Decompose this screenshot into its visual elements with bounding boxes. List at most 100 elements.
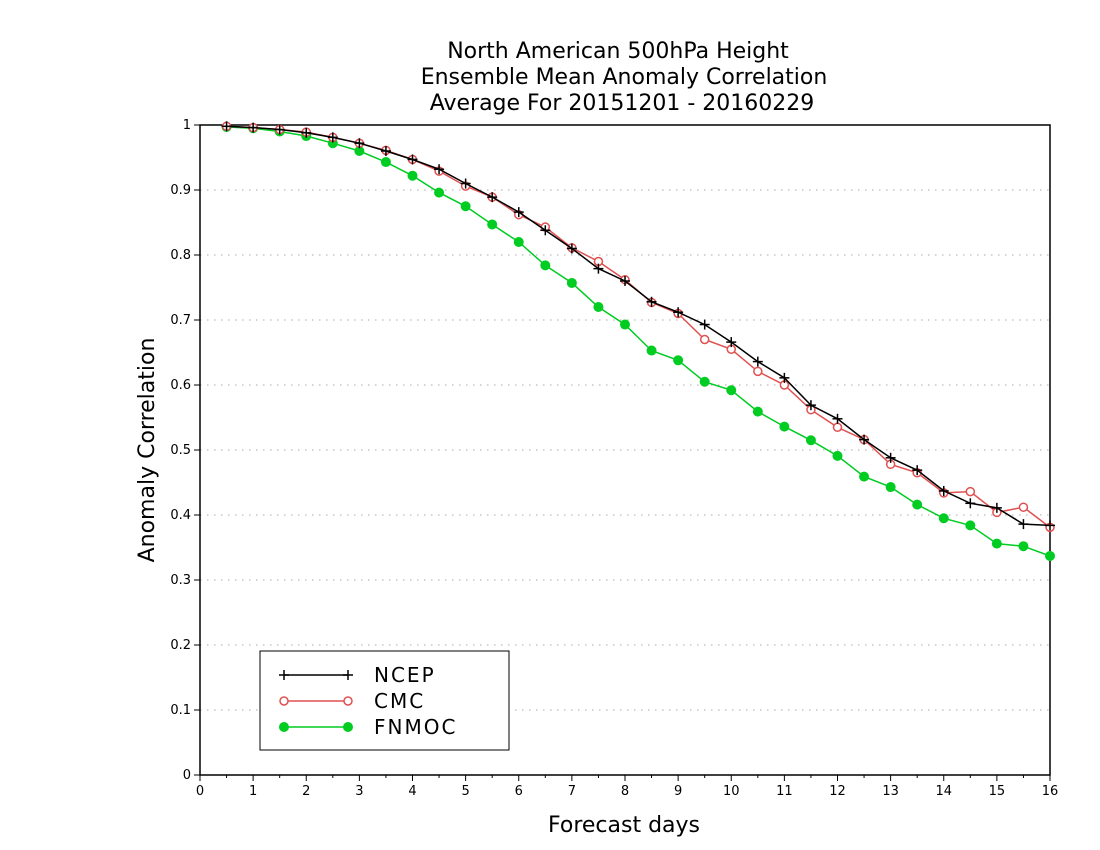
data-point-ncep	[354, 138, 365, 149]
chart-title: North American 500hPa Height Ensemble Me…	[421, 39, 828, 116]
data-point-fnmoc	[460, 201, 471, 212]
series-line-ncep	[226, 125, 1051, 527]
y-tick-label: 1	[183, 118, 191, 133]
data-point-fnmoc	[646, 345, 657, 356]
data-point-ncep	[1045, 520, 1055, 531]
data-point-ncep	[912, 465, 923, 476]
data-point-fnmoc	[912, 499, 923, 510]
data-point-ncep	[327, 132, 338, 143]
data-point-fnmoc	[434, 187, 445, 198]
series-fnmoc	[221, 121, 1055, 561]
data-point-ncep	[832, 413, 843, 424]
data-point-fnmoc	[487, 219, 498, 230]
data-point-ncep	[779, 372, 790, 383]
data-point-cmc	[699, 334, 710, 345]
data-point-ncep	[965, 498, 976, 509]
data-point-fnmoc	[540, 260, 551, 271]
x-tick-label: 3	[355, 784, 363, 799]
data-point-fnmoc	[859, 471, 870, 482]
x-tick-label: 14	[935, 784, 952, 799]
data-point-ncep	[646, 296, 657, 307]
y-tick-label: 0	[183, 768, 191, 783]
data-point-fnmoc	[620, 319, 630, 330]
data-point-fnmoc	[779, 421, 790, 432]
x-tick-label: 2	[302, 784, 310, 799]
data-point-ncep	[274, 124, 285, 135]
data-point-ncep	[805, 400, 816, 411]
data-point-fnmoc	[805, 435, 816, 446]
data-point-fnmoc	[1018, 541, 1029, 552]
y-tick-label: 0.1	[170, 703, 191, 718]
legend-entry-cmc: CMC	[279, 689, 425, 713]
data-point-ncep	[434, 164, 445, 175]
series-layer	[221, 121, 1055, 561]
y-tick-label: 0.2	[170, 638, 191, 653]
data-point-ncep	[1018, 519, 1029, 530]
x-tick-label: 16	[1042, 784, 1059, 799]
x-tick-label: 8	[621, 784, 629, 799]
data-point-ncep	[380, 146, 391, 156]
x-tick-label: 1	[249, 784, 257, 799]
data-point-fnmoc	[513, 237, 524, 247]
y-tick-label: 0.7	[170, 313, 191, 328]
data-point-fnmoc	[726, 385, 737, 396]
data-point-fnmoc	[832, 450, 843, 461]
data-point-ncep	[593, 263, 604, 274]
y-tick-label: 0.8	[170, 248, 191, 263]
data-point-ncep	[938, 485, 949, 496]
data-point-ncep	[673, 307, 684, 318]
data-point-ncep	[620, 276, 630, 286]
x-tick-label: 4	[408, 784, 416, 799]
y-axis-label: Anomaly Correlation	[135, 338, 160, 563]
data-point-fnmoc	[380, 157, 391, 168]
data-point-ncep	[407, 154, 418, 165]
data-point-fnmoc	[1045, 550, 1055, 561]
x-tick-label: 6	[515, 784, 523, 799]
legend-marker-fnmoc	[279, 722, 289, 732]
data-point-cmc	[1018, 502, 1029, 512]
data-point-cmc	[965, 486, 976, 497]
data-point-fnmoc	[885, 482, 896, 493]
data-point-fnmoc	[566, 277, 577, 288]
data-point-ncep	[221, 121, 232, 132]
y-axis: 0 0.1 0.2 0.3 0.4 0.5 0.6 0.7 0.8 0.9 1	[170, 118, 200, 783]
x-tick-label: 0	[196, 784, 204, 799]
legend-marker-cmc	[343, 696, 353, 706]
chart-title-line-2: Ensemble Mean Anomaly Correlation	[421, 65, 828, 90]
data-point-ncep	[699, 319, 710, 330]
data-point-fnmoc	[593, 302, 604, 312]
data-point-cmc	[832, 422, 843, 432]
x-tick-label: 11	[776, 784, 793, 799]
chart-title-line-3: Average For 20151201 - 20160229	[430, 91, 815, 116]
series-line-cmc	[226, 125, 1051, 528]
legend-label-cmc: CMC	[374, 689, 425, 713]
data-point-ncep	[991, 502, 1002, 513]
x-axis-label: Forecast days	[548, 813, 700, 838]
data-point-fnmoc	[407, 170, 418, 181]
data-point-fnmoc	[673, 355, 684, 366]
x-tick-label: 15	[989, 784, 1006, 799]
legend-marker-fnmoc	[343, 722, 353, 732]
data-point-ncep	[460, 178, 471, 189]
chart-title-line-1: North American 500hPa Height	[447, 39, 789, 64]
data-point-fnmoc	[965, 520, 976, 531]
x-tick-label: 9	[674, 784, 682, 799]
data-point-ncep	[752, 356, 763, 367]
data-point-ncep	[540, 225, 551, 236]
data-point-ncep	[248, 122, 259, 133]
y-tick-label: 0.3	[170, 573, 191, 588]
x-tick-label: 7	[568, 784, 576, 799]
series-line-fnmoc	[226, 126, 1051, 557]
data-point-fnmoc	[991, 538, 1002, 549]
y-tick-label: 0.4	[170, 508, 191, 523]
x-axis: 0 1 2 3 4 5 6 7 8 9 10 11 12 13 14 15 16	[196, 775, 1058, 799]
series-ncep	[221, 121, 1055, 531]
x-tick-label: 10	[723, 784, 740, 799]
y-tick-label: 0.9	[170, 183, 191, 198]
legend-entry-fnmoc: FNMOC	[279, 715, 455, 739]
data-point-fnmoc	[938, 513, 949, 524]
x-tick-label: 5	[461, 784, 469, 799]
legend-marker-cmc	[279, 696, 289, 706]
